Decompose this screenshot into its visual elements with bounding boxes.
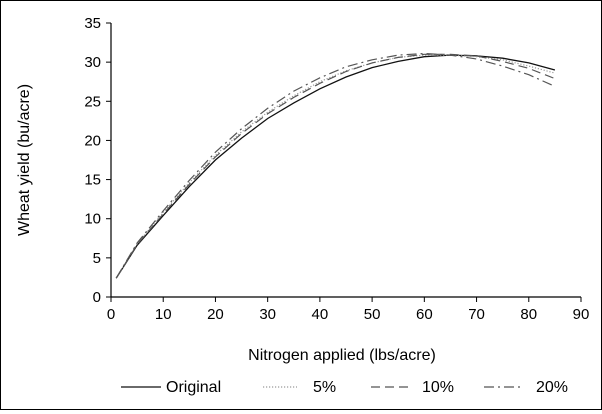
y-axis-title: Wheat yield (bu/acre): [16, 84, 33, 236]
x-tick-label: 80: [520, 306, 537, 323]
series-line-original: [115, 54, 556, 279]
y-tick-label: 5: [93, 250, 101, 267]
x-tick-label: 10: [155, 306, 172, 323]
series-lines: [115, 52, 556, 279]
x-tick-label: 90: [573, 306, 590, 323]
legend: Original 5% 10% 20%: [121, 379, 568, 396]
legend-label: 5%: [313, 379, 336, 396]
y-ticks: 0 5 10 15 20 25 30 35: [84, 15, 111, 306]
x-tick-label: 20: [207, 306, 224, 323]
y-tick-label: 10: [84, 211, 101, 228]
y-tick-label: 35: [84, 15, 101, 32]
y-tick-label: 0: [93, 289, 101, 306]
y-tick-label: 20: [84, 132, 101, 149]
series-line-5pct: [115, 54, 556, 279]
series-line-10pct: [115, 53, 556, 279]
legend-label: 10%: [422, 379, 454, 396]
y-tick-label: 15: [84, 172, 101, 189]
legend-label: 20%: [536, 379, 568, 396]
x-tick-label: 50: [364, 306, 381, 323]
x-tick-label: 60: [416, 306, 433, 323]
x-ticks: 0 10 20 30 40 50 60 70 80 90: [107, 297, 590, 323]
legend-label: Original: [166, 379, 221, 396]
y-tick-label: 25: [84, 93, 101, 110]
x-tick-label: 30: [259, 306, 276, 323]
y-tick-label: 30: [84, 54, 101, 71]
x-axis-title: Nitrogen applied (lbs/acre): [248, 347, 436, 364]
series-line-20pct: [115, 52, 556, 279]
x-tick-label: 40: [312, 306, 329, 323]
x-tick-label: 70: [468, 306, 485, 323]
x-tick-label: 0: [107, 306, 115, 323]
axes: [110, 23, 581, 298]
